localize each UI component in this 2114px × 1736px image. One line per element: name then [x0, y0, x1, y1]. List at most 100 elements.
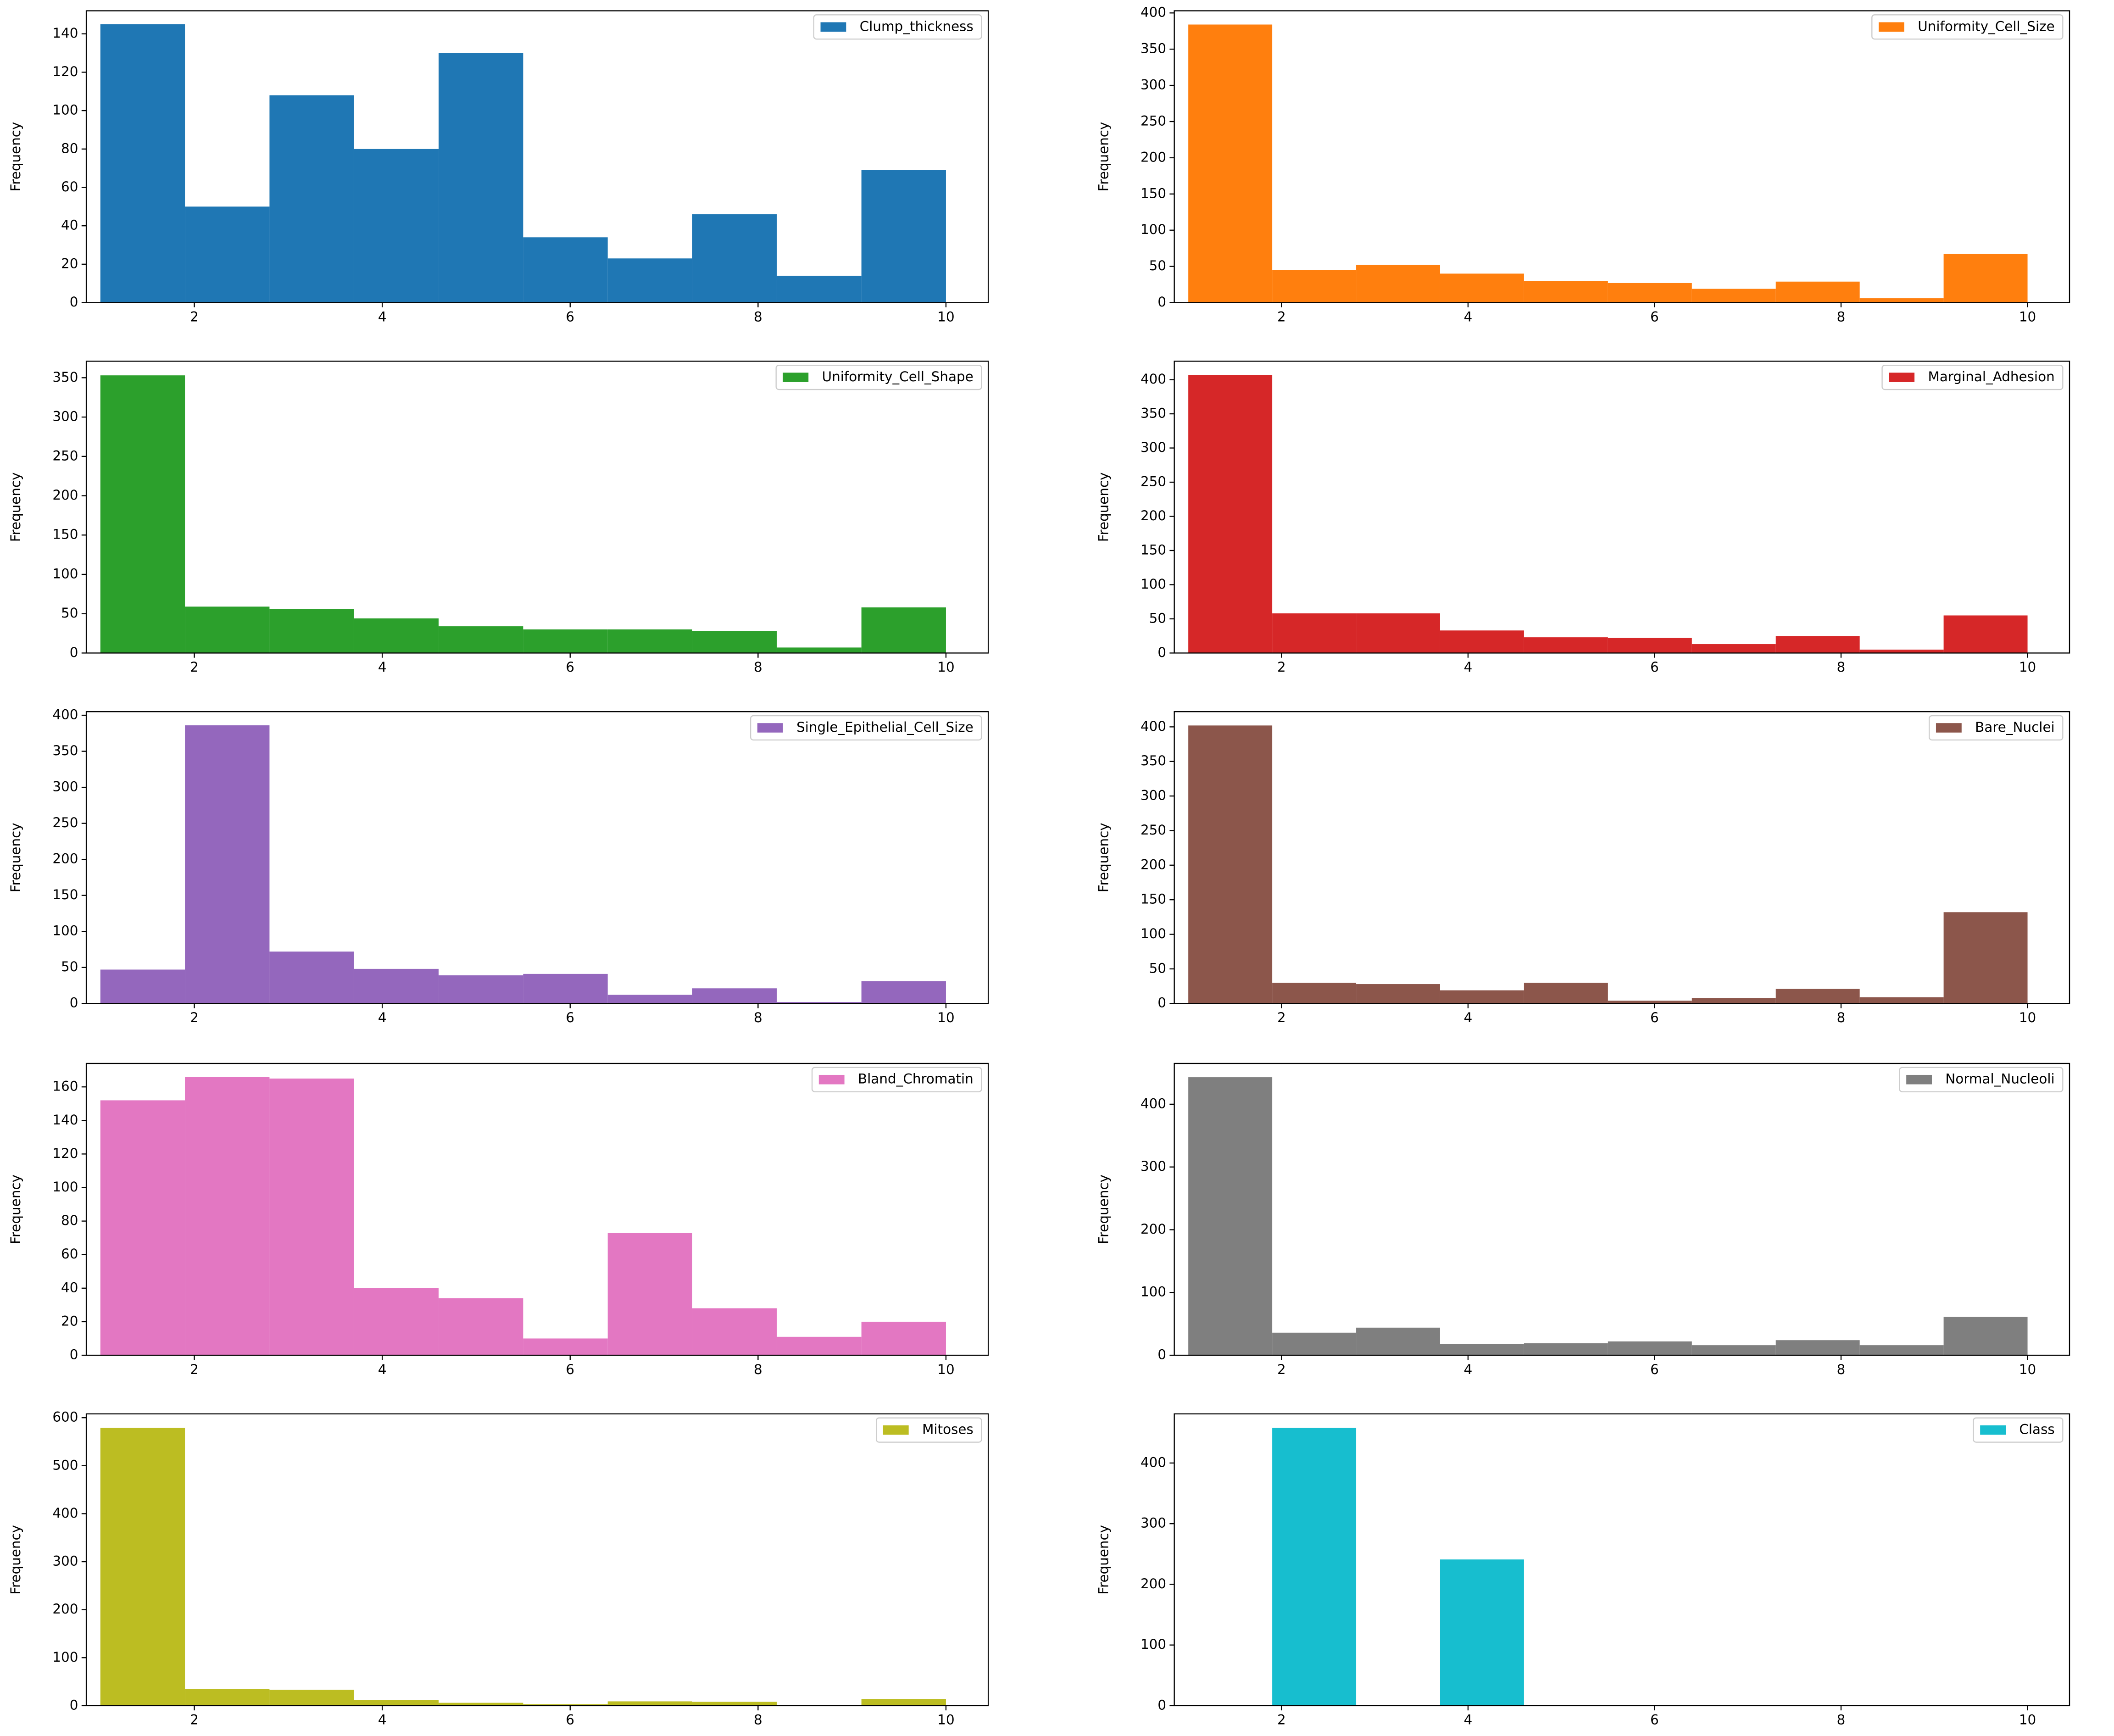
x-tick-label: 2 — [190, 309, 199, 324]
bar — [861, 1699, 946, 1706]
y-tick-label: 60 — [61, 179, 78, 195]
y-tick-label: 200 — [52, 851, 78, 867]
bar — [777, 275, 862, 303]
bar — [1775, 636, 1860, 653]
x-tick-label: 10 — [937, 1712, 954, 1728]
y-tick-label: 120 — [52, 64, 78, 79]
legend-swatch — [820, 22, 846, 32]
bar — [777, 1336, 862, 1356]
bar — [1440, 1344, 1524, 1356]
bar — [1272, 1428, 1357, 1706]
bar — [1859, 649, 1944, 653]
y-tick-label: 100 — [52, 923, 78, 939]
bar — [185, 206, 270, 303]
x-tick-label: 2 — [190, 1712, 199, 1728]
y-tick-label: 400 — [1140, 718, 1166, 734]
legend-swatch — [1936, 723, 1962, 733]
legend-label: Uniformity_Cell_Size — [1918, 18, 2054, 34]
legend-label: Bare_Nuclei — [1975, 719, 2055, 735]
legend: Marginal_Adhesion — [1881, 364, 2064, 390]
bar — [777, 1002, 862, 1004]
y-tick-label: 350 — [52, 369, 78, 385]
legend: Uniformity_Cell_Shape — [775, 364, 982, 390]
y-tick-label: 250 — [52, 448, 78, 463]
bar — [269, 95, 354, 303]
legend-swatch — [1906, 1074, 1932, 1085]
bar — [1356, 613, 1440, 653]
y-tick-label: 150 — [1140, 542, 1166, 557]
x-tick-label: 4 — [1464, 1010, 1473, 1025]
y-tick-label: 350 — [1140, 753, 1166, 768]
bar — [1775, 281, 1860, 303]
y-axis-label: Frequency — [1096, 1525, 1111, 1595]
bar — [1524, 281, 1608, 303]
bar — [523, 1704, 608, 1706]
subplot: 0 50 100 150 200 250 300 350 400 2 4 6 8 10 Frequency S… — [8, 707, 989, 1025]
x-tick-label: 10 — [2019, 1010, 2036, 1025]
x-tick-label: 4 — [378, 309, 387, 324]
bar — [1943, 254, 2028, 303]
legend: Single_Epithelial_Cell_Size — [750, 715, 982, 741]
y-axis-label: Frequency — [1096, 823, 1111, 892]
y-tick-label: 400 — [1140, 1454, 1166, 1470]
bar — [523, 629, 608, 653]
x-tick-label: 8 — [754, 1362, 762, 1377]
y-tick-label: 200 — [1140, 1221, 1166, 1237]
x-tick-label: 10 — [937, 1010, 954, 1025]
y-tick-label: 400 — [52, 1505, 78, 1521]
x-tick-label: 8 — [1837, 1010, 1846, 1025]
y-tick-label: 300 — [1140, 440, 1166, 455]
y-axis-label: Frequency — [8, 122, 23, 192]
y-tick-label: 400 — [1140, 371, 1166, 387]
x-tick-label: 2 — [190, 1010, 199, 1025]
x-tick-label: 6 — [566, 1712, 574, 1728]
x-tick-label: 4 — [378, 659, 387, 675]
y-tick-label: 0 — [1157, 995, 1166, 1011]
bar — [269, 951, 354, 1004]
x-tick-label: 6 — [1650, 1712, 1659, 1728]
legend-label: Mitoses — [922, 1422, 974, 1437]
y-axis-label: Frequency — [8, 473, 23, 542]
bar — [1188, 375, 1273, 653]
y-tick-label: 400 — [1140, 1096, 1166, 1111]
subplot: 0 50 100 150 200 250 300 350 400 2 4 6 8 10 Frequency B… — [1096, 711, 2070, 1025]
x-tick-label: 6 — [1650, 659, 1659, 675]
x-tick-label: 2 — [190, 659, 199, 675]
bar — [1524, 983, 1608, 1004]
axes-frame — [1174, 361, 2070, 654]
axes-frame — [1174, 711, 2070, 1004]
bar — [100, 1100, 185, 1356]
y-tick-label: 350 — [52, 743, 78, 758]
axes-frame — [85, 361, 989, 654]
x-tick-label: 10 — [2019, 1712, 2036, 1728]
legend-frame — [1929, 715, 2064, 741]
axes-frame — [1174, 1063, 2070, 1356]
bar — [100, 24, 185, 303]
x-tick-label: 8 — [754, 309, 762, 324]
bar — [607, 1233, 693, 1356]
bar — [1608, 283, 1692, 303]
x-tick-label: 8 — [1837, 1362, 1846, 1377]
y-tick-label: 120 — [52, 1146, 78, 1161]
x-tick-label: 4 — [1464, 309, 1473, 324]
bar — [1691, 644, 1776, 653]
y-tick-label: 300 — [52, 409, 78, 424]
x-tick-label: 6 — [1650, 1362, 1659, 1377]
y-tick-label: 600 — [52, 1409, 78, 1425]
y-tick-label: 20 — [61, 256, 78, 271]
legend-frame — [1973, 1417, 2064, 1443]
bar — [185, 725, 270, 1004]
legend-label: Single_Epithelial_Cell_Size — [796, 719, 974, 735]
subplot: 0 100 200 300 400 2 4 6 8 10 Frequency Class — [1096, 1413, 2070, 1728]
bar — [354, 1700, 439, 1706]
legend: Uniformity_Cell_Size — [1871, 14, 2064, 40]
bar — [1691, 289, 1776, 303]
x-tick-label: 2 — [1277, 309, 1286, 324]
bar — [1943, 1317, 2028, 1356]
y-tick-label: 300 — [1140, 1515, 1166, 1531]
y-axis-label: Frequency — [1096, 1174, 1111, 1244]
x-tick-label: 8 — [1837, 1712, 1846, 1728]
x-tick-label: 6 — [1650, 309, 1659, 324]
bar — [1188, 1077, 1273, 1356]
y-tick-label: 250 — [1140, 113, 1166, 128]
